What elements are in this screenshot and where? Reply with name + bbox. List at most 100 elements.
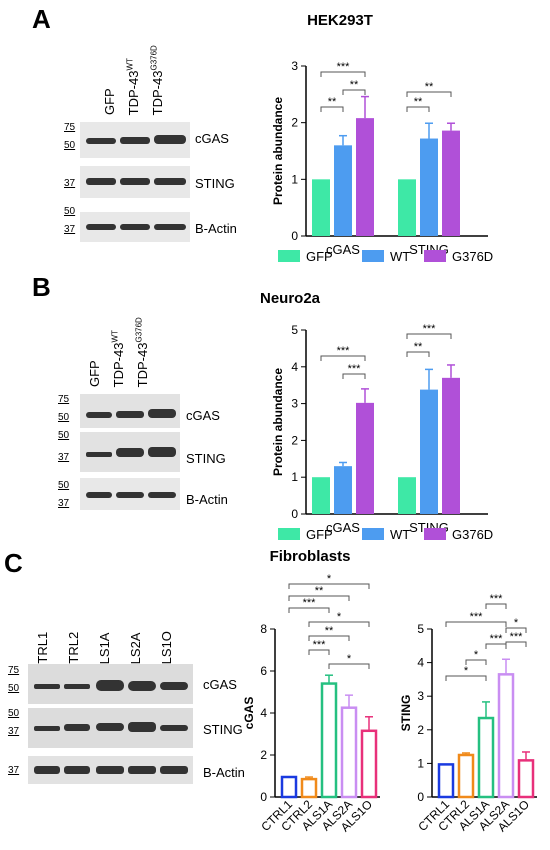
bar-chart-c-sting: 012345STINGCTRL1CTRL2ALS1AALS2AALS1O****… <box>399 593 537 834</box>
x-tick-label: cGAS <box>326 520 360 535</box>
significance-label: *** <box>490 593 504 605</box>
bar <box>477 716 495 799</box>
y-tick-label: 2 <box>291 433 298 447</box>
mw-marker: 50 <box>64 206 76 217</box>
significance-bracket <box>308 635 350 641</box>
mw-marker: 50 <box>58 480 70 491</box>
significance-label: ** <box>425 81 434 93</box>
significance-label: *** <box>490 633 504 645</box>
y-tick-label: 8 <box>260 622 267 636</box>
significance-bracket <box>308 649 330 655</box>
mw-marker: 50 <box>8 683 20 694</box>
legend-label: WT <box>390 527 410 542</box>
significance-bracket <box>320 355 366 361</box>
y-tick-label: 2 <box>417 723 424 737</box>
significance-bracket <box>406 351 430 357</box>
significance-bracket <box>406 91 452 97</box>
significance-label: ** <box>328 96 337 108</box>
significance-bracket <box>505 627 527 633</box>
bar <box>497 673 515 799</box>
significance-bracket <box>445 675 487 681</box>
significance-label: ** <box>414 341 423 353</box>
significance-label: * <box>337 611 342 623</box>
mw-marker: 37 <box>8 726 20 737</box>
legend-swatch <box>424 528 446 540</box>
panel-letter-c: C <box>4 548 23 578</box>
significance-bracket <box>406 106 430 112</box>
bar <box>457 753 475 799</box>
lane-label-g376d-a: TDP-43G376D <box>149 45 165 116</box>
significance-label: *** <box>303 597 317 609</box>
legend-label: GFP <box>306 249 333 264</box>
x-tick-label: cGAS <box>326 242 360 257</box>
y-tick-label: 1 <box>417 756 424 770</box>
significance-label: *** <box>337 345 351 357</box>
significance-label: ** <box>325 625 334 637</box>
legend-label: WT <box>390 249 410 264</box>
significance-label: *** <box>337 61 351 73</box>
bar <box>334 466 352 514</box>
mw-marker: 37 <box>58 498 70 509</box>
lane-label-wt-a: TDP-43WT <box>125 58 141 116</box>
y-axis-label: cGAS <box>242 697 256 730</box>
significance-bracket <box>288 595 350 601</box>
protein-label-actin-c: B-Actin <box>203 765 245 780</box>
y-tick-label: 0 <box>260 790 267 804</box>
protein-label-actin-a: B-Actin <box>195 221 237 236</box>
bar <box>312 179 330 236</box>
mw-marker: 50 <box>64 140 76 151</box>
blot-image-a <box>80 122 190 242</box>
legend-label: G376D <box>452 249 493 264</box>
y-tick-label: 1 <box>291 172 298 186</box>
lane-label-gfp-a: GFP <box>102 88 117 115</box>
panel-title-c: Fibroblasts <box>269 548 351 565</box>
y-tick-label: 5 <box>291 323 298 337</box>
bar <box>398 179 416 236</box>
y-tick-label: 3 <box>291 59 298 73</box>
y-axis-label: Protein abundance <box>271 368 285 476</box>
legend-swatch <box>362 528 384 540</box>
y-tick-label: 3 <box>417 689 424 703</box>
significance-bracket <box>328 663 370 669</box>
panel-letter-b: B <box>32 272 51 302</box>
y-axis-label: Protein abundance <box>271 97 285 205</box>
protein-label-cgas-c: cGAS <box>203 677 237 692</box>
bar <box>360 729 378 799</box>
bar <box>420 389 438 514</box>
significance-bracket <box>288 583 370 589</box>
significance-label: *** <box>348 363 362 375</box>
bar <box>334 145 352 236</box>
significance-label: * <box>514 617 519 629</box>
mw-marker: 75 <box>58 394 70 405</box>
y-tick-label: 2 <box>291 116 298 130</box>
bar <box>442 130 460 236</box>
y-tick-label: 6 <box>260 664 267 678</box>
legend-swatch <box>278 250 300 262</box>
significance-label: ** <box>414 96 423 108</box>
significance-bracket <box>342 89 366 95</box>
significance-bracket <box>485 603 507 609</box>
bar-chart-c-cgas: 02468cGASCTRL1CTRL2ALS1AALS2AALS1O******… <box>242 573 380 834</box>
panel-title-b: Neuro2a <box>259 290 321 307</box>
significance-bracket <box>406 333 452 339</box>
mw-marker: 50 <box>8 708 20 719</box>
significance-bracket <box>505 641 527 647</box>
mw-marker: 37 <box>64 224 76 235</box>
panel-letter-a: A <box>32 4 51 34</box>
bar <box>420 138 438 236</box>
y-tick-label: 0 <box>291 507 298 521</box>
significance-label: ** <box>315 585 324 597</box>
bar <box>356 402 374 514</box>
bar <box>280 775 298 799</box>
mw-marker: 37 <box>58 452 70 463</box>
mw-marker: 50 <box>58 412 70 423</box>
protein-label-cgas-b: cGAS <box>186 408 220 423</box>
protein-label-sting-c: STING <box>203 722 243 737</box>
bar <box>300 777 318 799</box>
y-axis-label: STING <box>399 695 413 732</box>
significance-label: *** <box>470 611 484 623</box>
lane-label-wt-b: TDP-43WT <box>110 330 126 388</box>
significance-label: *** <box>510 631 524 643</box>
significance-bracket <box>445 621 507 627</box>
